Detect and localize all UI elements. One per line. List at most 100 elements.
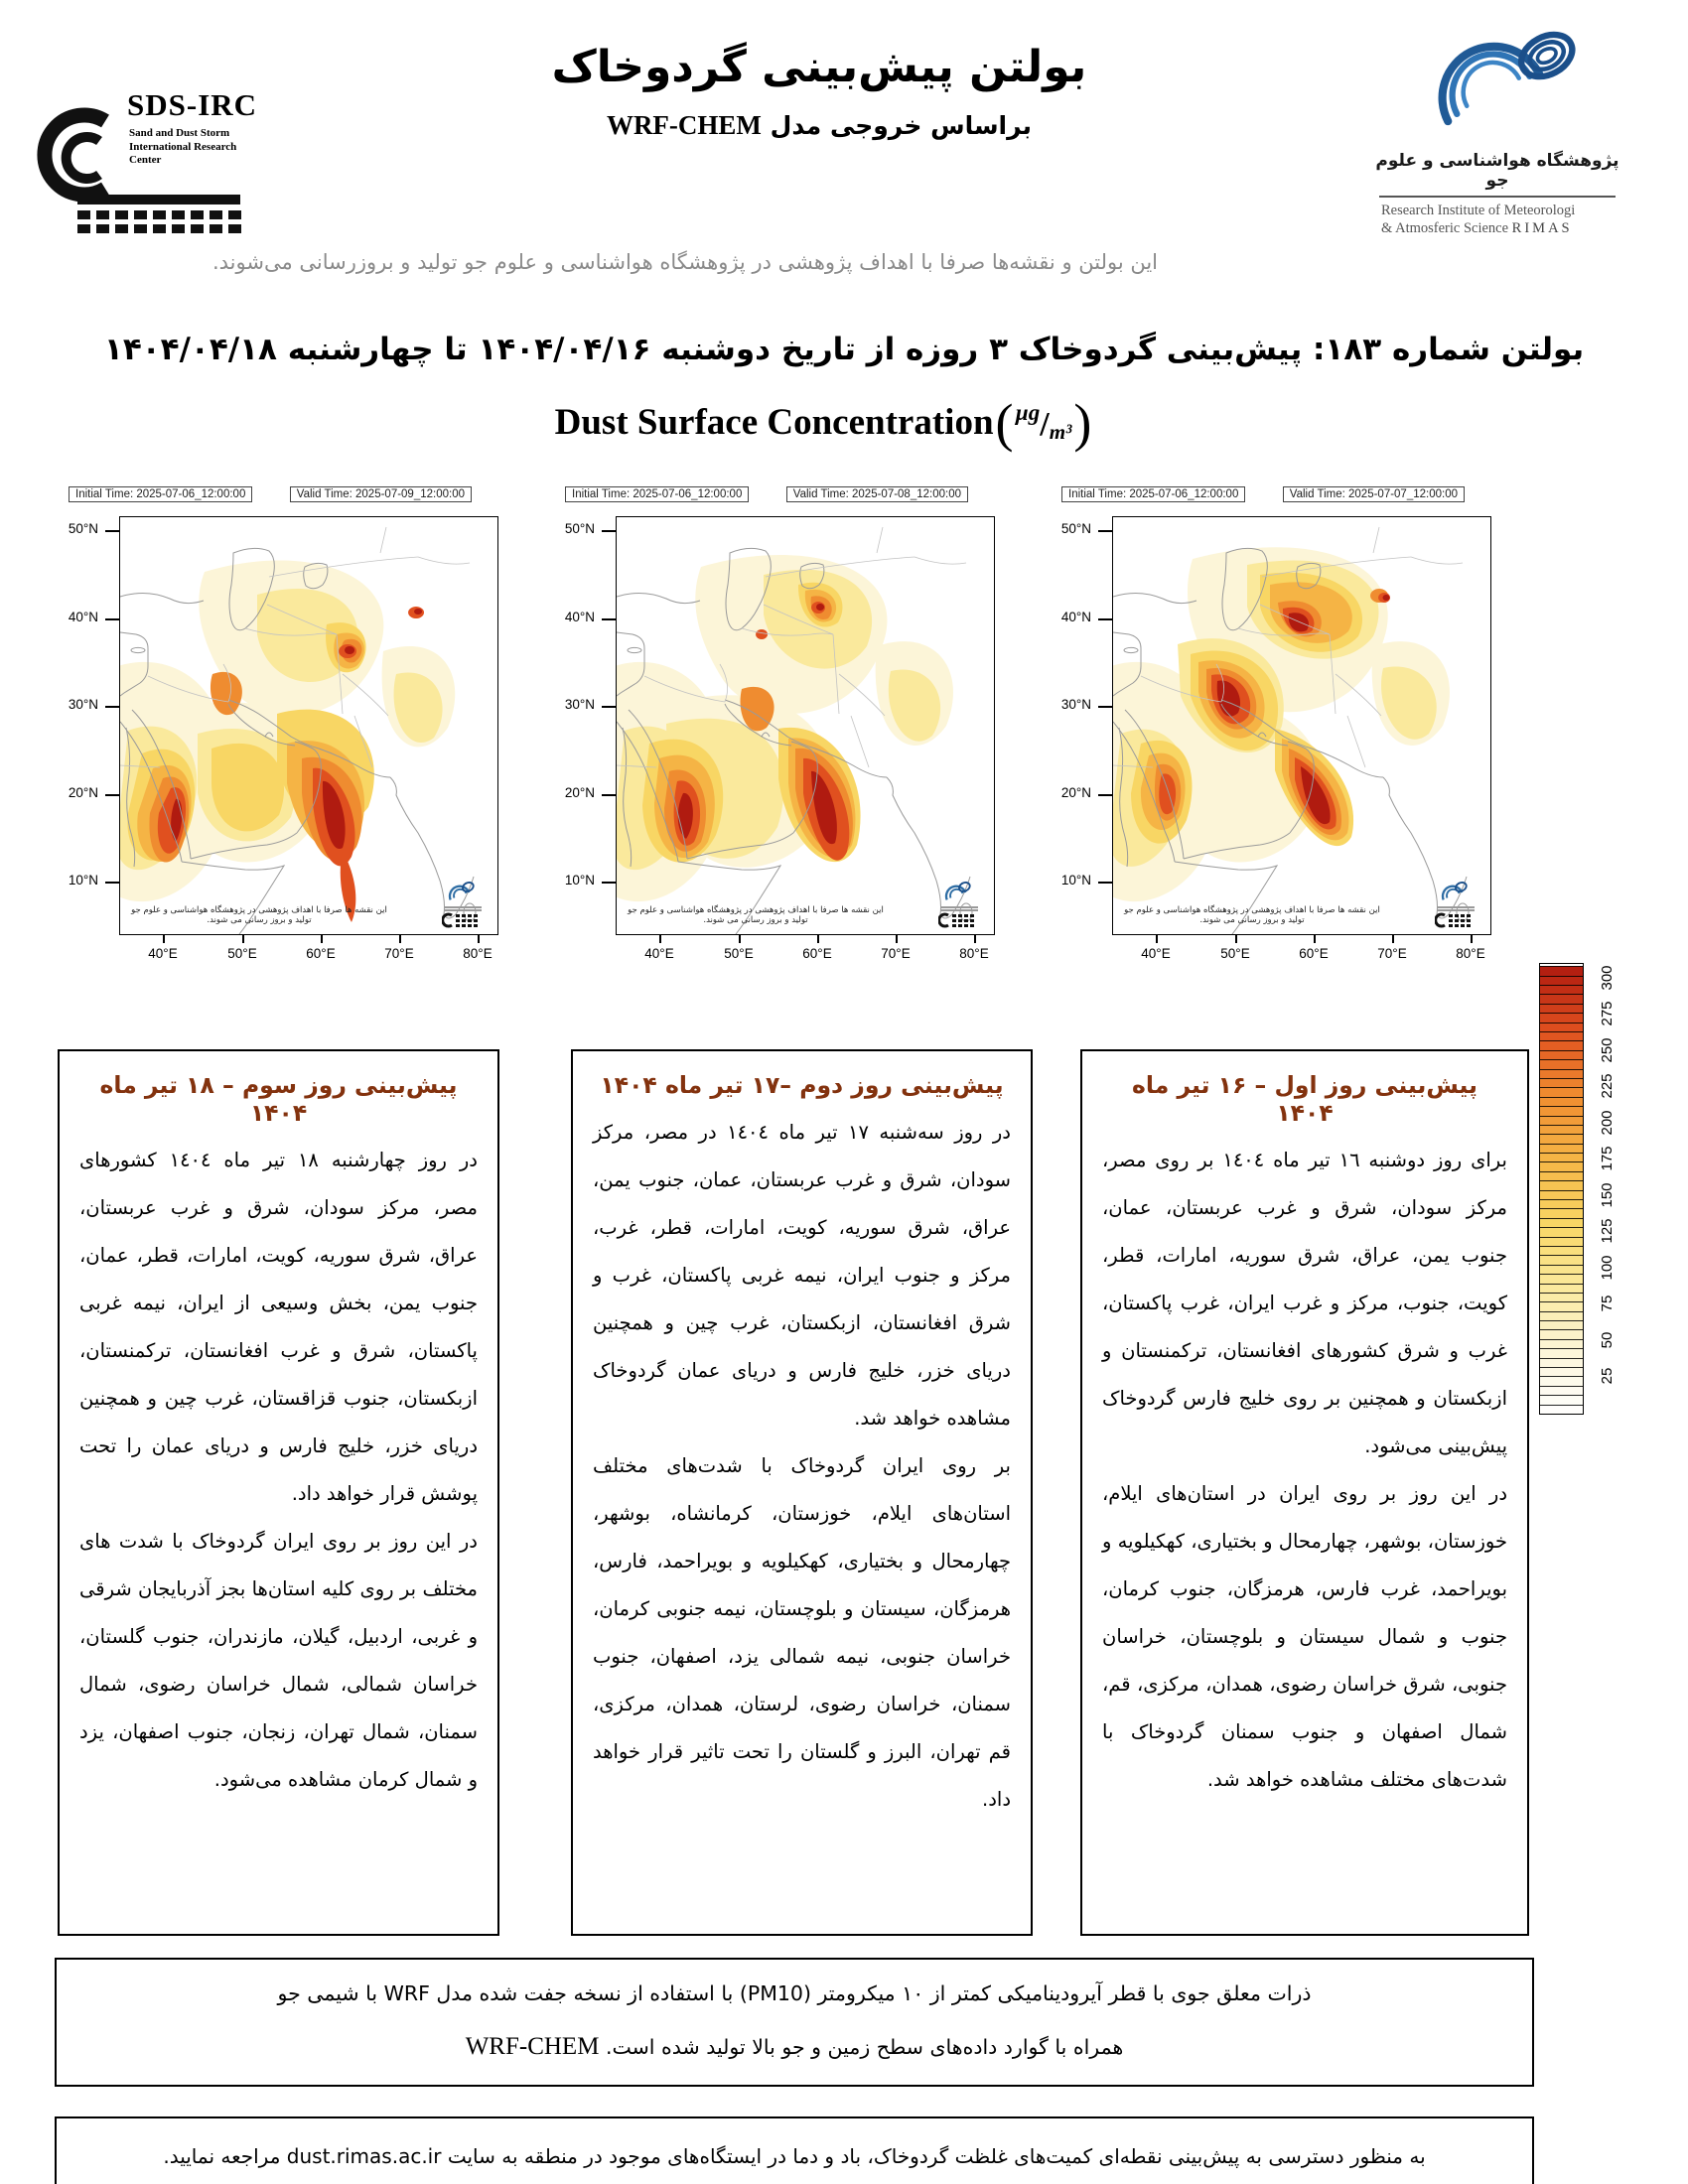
colorbar-segment	[1540, 1199, 1583, 1209]
lon-tick-label: 60°E	[306, 946, 336, 961]
lat-tick-label: 40°N	[68, 610, 98, 624]
sds-irc-acronym: SDS-IRC	[127, 87, 258, 122]
lon-tick-label: 60°E	[1299, 946, 1329, 961]
map-inner-disclaimer: این نقشه ها صرفا با اهداف پژوهشی در پژوه…	[1124, 905, 1380, 925]
lat-tick-label: 50°N	[68, 521, 98, 536]
lat-tick-mark	[1098, 618, 1112, 620]
lon-tick-mark	[1392, 934, 1394, 943]
lon-tick-mark	[321, 934, 323, 943]
colorbar-segment	[1540, 994, 1583, 1004]
forecast-paragraph: در روز چهارشنبه ١٨ تیر ماه ١٤٠٤ کشورهای …	[79, 1149, 478, 1505]
lat-tick-label: 10°N	[1060, 873, 1091, 887]
rimas-name-en: Research Institute of Meteorologi & Atmo…	[1373, 202, 1621, 237]
colorbar-segment	[1540, 1367, 1583, 1377]
colorbar-segment	[1540, 1049, 1583, 1060]
header-disclaimer: این بولتن و نقشه‌ها صرفا با اهداف پژوهشی…	[211, 250, 1159, 274]
mini-text-line	[940, 909, 978, 911]
concentration-colorbar: 25 50 75 100 125 150 175 200 225 250 275 300	[1539, 963, 1658, 1415]
lon-tick-mark	[974, 934, 976, 943]
unit-numerator: µg	[1015, 399, 1041, 425]
colorbar-segment	[1540, 1357, 1583, 1368]
colorbar-segment	[1540, 1096, 1583, 1107]
model-note-line2: WRF-CHEM همراه با گوارد داده‌های سطح زمی…	[57, 2033, 1532, 2061]
unit-paren-close: )	[1073, 392, 1092, 453]
unit-fraction: µg / m³	[1016, 400, 1072, 445]
unit-slash: /	[1040, 405, 1050, 443]
forecast-paragraph: در این روز بر روی ایران گردوخاک با شدت ه…	[79, 1530, 478, 1791]
colorbar-segment	[1540, 1180, 1583, 1190]
model-note-box: ذرات معلق جوی با قطر آیرودینامیکی کمتر ا…	[55, 1958, 1534, 2087]
subtitle-model: WRF-CHEM	[606, 110, 762, 140]
lat-tick-mark	[602, 618, 616, 620]
lat-tick-label: 40°N	[1060, 610, 1091, 624]
lat-tick-label: 30°N	[564, 697, 595, 712]
page-title: بولتن پیش‌بینی گردوخاک	[551, 42, 1087, 92]
mini-text-line	[444, 906, 482, 908]
colorbar-segment	[1540, 1059, 1583, 1069]
unit-paren-open: (	[995, 392, 1014, 453]
forecast-body-day3: در روز چهارشنبه ١٨ تیر ماه ١٤٠٤ کشورهای …	[79, 1137, 478, 1804]
colorbar-segment	[1540, 1013, 1583, 1023]
dust-map-day1: Initial Time: 2025-07-06_12:00:00 Valid …	[1023, 481, 1499, 998]
colorbar-segment	[1540, 1115, 1583, 1125]
colorbar-segment	[1540, 1385, 1583, 1396]
unit-denominator: m³	[1049, 420, 1072, 444]
forecast-body-day1: برای روز دوشنبه ١٦ تیر ماه ١٤٠٤ بر روی م…	[1102, 1137, 1507, 1804]
lat-tick-label: 10°N	[564, 873, 595, 887]
lon-tick-mark	[739, 934, 741, 943]
lon-tick-label: 50°E	[1220, 946, 1250, 961]
forecast-paragraph: در این روز بر روی ایران در استان‌های ایل…	[1102, 1482, 1507, 1791]
forecast-paragraph: برای روز دوشنبه ١٦ تیر ماه ١٤٠٤ بر روی م…	[1102, 1149, 1507, 1457]
colorbar-segment	[1540, 985, 1583, 995]
map-canvas	[120, 526, 477, 934]
lon-tick-label: 50°E	[227, 946, 257, 961]
initial-time-label: Initial Time: 2025-07-06_12:00:00	[69, 486, 253, 502]
lat-tick-label: 40°N	[564, 610, 595, 624]
colorbar-segment	[1540, 1077, 1583, 1088]
colorbar-segment	[1540, 975, 1583, 986]
colorbar-segment	[1540, 1376, 1583, 1386]
map-inner-disclaimer: این نقشه ها صرفا با اهداف پژوهشی در پژوه…	[628, 905, 884, 925]
lon-tick-label: 70°E	[384, 946, 414, 961]
colorbar-segment	[1540, 1320, 1583, 1330]
colorbar-segment	[1540, 1264, 1583, 1275]
colorbar-segment	[1540, 1310, 1583, 1321]
website-note-line: به منظور دسترسی به پیش‌بینی نقطه‌ای کمیت…	[163, 2144, 1426, 2168]
rimas-mini-icon	[1441, 881, 1468, 900]
lon-tick-label: 40°E	[644, 946, 674, 961]
colorbar-segment	[1540, 1161, 1583, 1171]
model-note-line1: ذرات معلق جوی با قطر آیرودینامیکی کمتر ا…	[277, 1981, 1312, 2005]
colorbar-segment	[1540, 1022, 1583, 1031]
map-inner-disclaimer: این نقشه ها صرفا با اهداف پژوهشی در پژوه…	[131, 905, 387, 925]
lat-tick-label: 50°N	[564, 521, 595, 536]
lat-tick-mark	[105, 530, 119, 532]
lat-tick-mark	[105, 882, 119, 884]
initial-time-label: Initial Time: 2025-07-06_12:00:00	[1061, 486, 1246, 502]
colorbar-segment	[1540, 1003, 1583, 1014]
forecast-paragraph: بر روی ایران گردوخاک با شدت‌های مختلف اس…	[593, 1454, 1011, 1811]
colorbar-segment	[1540, 1255, 1583, 1265]
mini-text-line	[444, 909, 482, 911]
colorbar-segment	[1540, 1143, 1583, 1154]
lon-tick-mark	[817, 934, 819, 943]
forecast-box-day1: پیش‌بینی روز اول – ۱۶ تیر ماه ۱۴۰۴ برای …	[1080, 1049, 1529, 1936]
colorbar-segment	[1540, 1283, 1583, 1293]
lon-tick-mark	[242, 934, 244, 943]
lat-tick-mark	[602, 794, 616, 796]
forecast-title-day3: پیش‌بینی روز سوم – ۱۸ تیر ماه ۱۴۰۴	[99, 1071, 458, 1127]
lat-tick-mark	[1098, 794, 1112, 796]
lat-tick-mark	[1098, 882, 1112, 884]
lon-tick-mark	[1156, 934, 1158, 943]
sds-mini-icon	[442, 912, 478, 928]
lon-tick-mark	[659, 934, 661, 943]
colorbar-segment	[1540, 1106, 1583, 1116]
lon-tick-label: 40°E	[1141, 946, 1171, 961]
page-subtitle: براساس خروجی مدل WRF-CHEM	[298, 110, 1340, 141]
lon-tick-mark	[478, 934, 480, 943]
lon-tick-mark	[896, 934, 898, 943]
colorbar-segment	[1540, 1189, 1583, 1200]
sds-irc-logo: SDS-IRC Sand and Dust Storm Internationa…	[32, 85, 270, 236]
forecast-title-day2: پیش‌بینی روز دوم –۱۷ تیر ماه ۱۴۰۴	[600, 1071, 1004, 1099]
colorbar-segment	[1540, 1245, 1583, 1256]
